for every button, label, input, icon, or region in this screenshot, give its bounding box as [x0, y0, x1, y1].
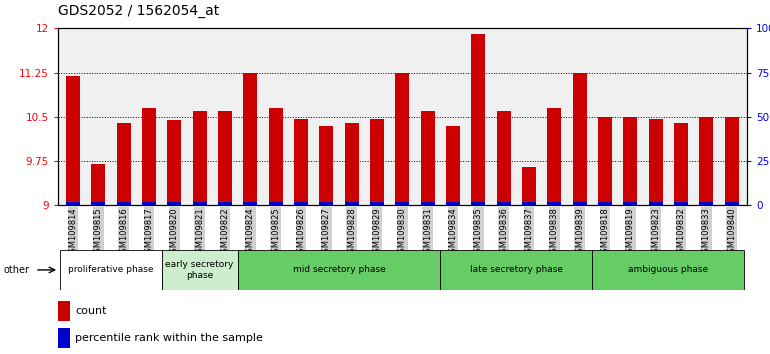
Bar [269, 202, 283, 205]
Bar [243, 73, 257, 205]
Bar [243, 202, 257, 205]
Bar [60, 250, 162, 290]
Bar [725, 117, 738, 205]
Bar [320, 126, 333, 205]
Text: GSM109820: GSM109820 [170, 207, 179, 258]
Bar [192, 202, 206, 205]
Text: early secretory
phase: early secretory phase [166, 260, 234, 280]
Text: GSM109832: GSM109832 [677, 207, 685, 258]
Text: GSM109814: GSM109814 [69, 207, 78, 258]
Bar [142, 108, 156, 205]
Text: GSM109833: GSM109833 [702, 207, 711, 258]
Bar [167, 202, 181, 205]
Bar [699, 202, 713, 205]
Text: GSM109830: GSM109830 [398, 207, 407, 258]
Bar [648, 119, 663, 205]
Text: GSM109827: GSM109827 [322, 207, 331, 258]
Bar [674, 123, 688, 205]
Bar [446, 126, 460, 205]
Bar [420, 111, 434, 205]
Bar [471, 202, 485, 205]
Text: GSM109837: GSM109837 [524, 207, 534, 258]
Bar [395, 202, 410, 205]
Text: GSM109835: GSM109835 [474, 207, 483, 258]
Bar [592, 250, 745, 290]
Bar [497, 202, 511, 205]
Text: GSM109840: GSM109840 [727, 207, 736, 258]
Text: count: count [75, 306, 106, 316]
Bar [294, 119, 308, 205]
Text: GDS2052 / 1562054_at: GDS2052 / 1562054_at [58, 4, 219, 18]
Bar [395, 73, 410, 205]
Bar [674, 202, 688, 205]
Bar [92, 164, 105, 205]
Bar [218, 111, 232, 205]
Text: GSM109834: GSM109834 [448, 207, 457, 258]
Text: GSM109823: GSM109823 [651, 207, 660, 258]
Bar [58, 328, 70, 348]
Text: GSM109821: GSM109821 [195, 207, 204, 258]
Bar [58, 301, 70, 321]
Text: GSM109826: GSM109826 [296, 207, 306, 258]
Bar [370, 119, 384, 205]
Bar [440, 250, 592, 290]
Text: GSM109822: GSM109822 [220, 207, 229, 258]
Text: GSM109815: GSM109815 [94, 207, 102, 258]
Bar [522, 202, 536, 205]
Bar [66, 75, 80, 205]
Bar [66, 202, 80, 205]
Bar [218, 202, 232, 205]
Bar [547, 202, 561, 205]
Text: GSM109831: GSM109831 [424, 207, 432, 258]
Bar [167, 120, 181, 205]
Bar [142, 202, 156, 205]
Text: GSM109819: GSM109819 [626, 207, 634, 258]
Bar [699, 117, 713, 205]
Text: proliferative phase: proliferative phase [69, 266, 154, 274]
Bar [648, 202, 663, 205]
Text: other: other [4, 265, 30, 275]
Text: GSM109824: GSM109824 [246, 207, 255, 258]
Bar [598, 202, 612, 205]
Text: GSM109825: GSM109825 [271, 207, 280, 258]
Bar [269, 108, 283, 205]
Bar [471, 34, 485, 205]
Bar [420, 202, 434, 205]
Text: GSM109829: GSM109829 [373, 207, 381, 258]
Text: GSM109836: GSM109836 [499, 207, 508, 258]
Bar [624, 202, 638, 205]
Bar [117, 123, 131, 205]
Bar [320, 202, 333, 205]
Bar [573, 202, 587, 205]
Bar [294, 202, 308, 205]
Bar [117, 202, 131, 205]
Bar [345, 202, 359, 205]
Bar [624, 117, 638, 205]
Text: percentile rank within the sample: percentile rank within the sample [75, 333, 263, 343]
Text: ambiguous phase: ambiguous phase [628, 266, 708, 274]
Bar [497, 111, 511, 205]
Text: GSM109838: GSM109838 [550, 207, 559, 258]
Bar [725, 202, 738, 205]
Bar [547, 108, 561, 205]
Bar [345, 123, 359, 205]
Text: late secretory phase: late secretory phase [470, 266, 563, 274]
Text: GSM109839: GSM109839 [575, 207, 584, 258]
Text: GSM109818: GSM109818 [601, 207, 610, 258]
Bar [573, 73, 587, 205]
Text: mid secretory phase: mid secretory phase [293, 266, 385, 274]
Bar [370, 202, 384, 205]
Text: GSM109828: GSM109828 [347, 207, 357, 258]
Bar [192, 111, 206, 205]
Bar [598, 117, 612, 205]
Text: GSM109816: GSM109816 [119, 207, 128, 258]
Bar [446, 202, 460, 205]
Bar [92, 202, 105, 205]
Bar [238, 250, 440, 290]
Text: GSM109817: GSM109817 [145, 207, 153, 258]
Bar [522, 167, 536, 205]
Bar [162, 250, 238, 290]
